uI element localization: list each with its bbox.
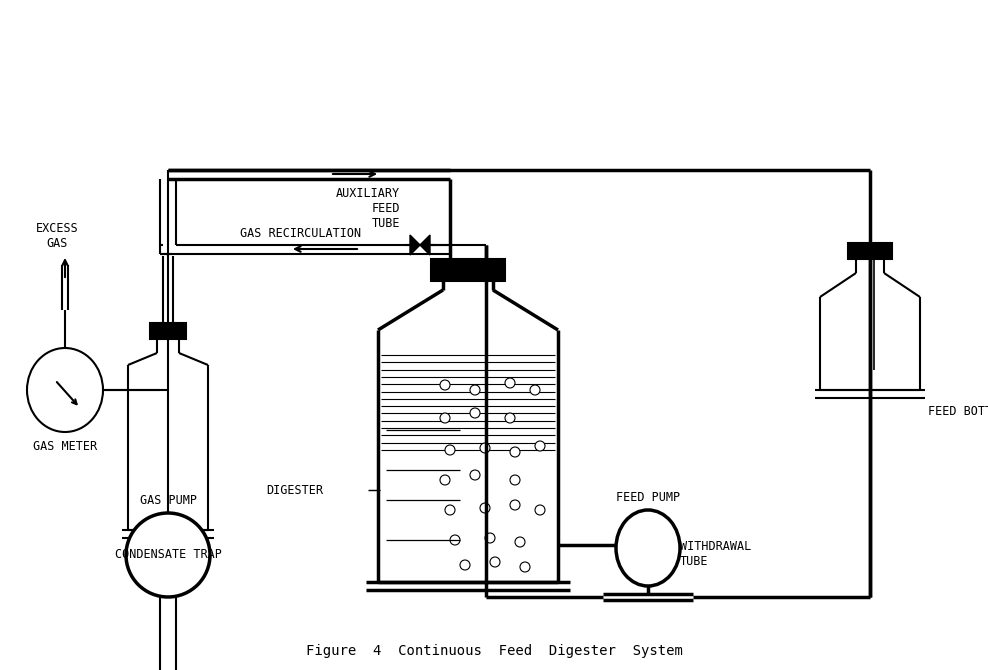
Bar bbox=[848, 243, 892, 259]
Text: AUXILIARY
FEED
TUBE: AUXILIARY FEED TUBE bbox=[336, 187, 400, 230]
Text: GAS PUMP: GAS PUMP bbox=[139, 494, 197, 507]
Polygon shape bbox=[410, 235, 420, 255]
Text: FEED BOTTLE: FEED BOTTLE bbox=[928, 405, 988, 418]
Text: DIGESTER: DIGESTER bbox=[266, 484, 323, 496]
Text: CONDENSATE TRAP: CONDENSATE TRAP bbox=[115, 548, 221, 561]
Circle shape bbox=[535, 505, 545, 515]
Circle shape bbox=[505, 413, 515, 423]
Circle shape bbox=[510, 500, 520, 510]
Circle shape bbox=[460, 560, 470, 570]
Circle shape bbox=[440, 380, 450, 390]
Circle shape bbox=[445, 445, 455, 455]
Bar bbox=[431, 259, 505, 281]
Circle shape bbox=[470, 385, 480, 395]
Circle shape bbox=[515, 537, 525, 547]
Circle shape bbox=[445, 505, 455, 515]
Circle shape bbox=[520, 562, 530, 572]
Circle shape bbox=[485, 533, 495, 543]
Circle shape bbox=[470, 408, 480, 418]
Polygon shape bbox=[620, 535, 630, 555]
Circle shape bbox=[126, 513, 210, 597]
Circle shape bbox=[480, 503, 490, 513]
Circle shape bbox=[450, 535, 460, 545]
Text: GAS RECIRCULATION: GAS RECIRCULATION bbox=[240, 227, 362, 240]
Text: FEED PUMP: FEED PUMP bbox=[616, 491, 680, 504]
Ellipse shape bbox=[616, 510, 680, 586]
Circle shape bbox=[440, 413, 450, 423]
Ellipse shape bbox=[27, 348, 103, 432]
Polygon shape bbox=[420, 235, 430, 255]
Circle shape bbox=[510, 475, 520, 485]
Text: EXCESS
GAS: EXCESS GAS bbox=[36, 222, 78, 250]
Text: WITHDRAWAL
TUBE: WITHDRAWAL TUBE bbox=[680, 540, 751, 568]
Circle shape bbox=[480, 443, 490, 453]
Circle shape bbox=[440, 475, 450, 485]
Text: Figure  4  Continuous  Feed  Digester  System: Figure 4 Continuous Feed Digester System bbox=[305, 644, 683, 658]
Text: GAS METER: GAS METER bbox=[33, 440, 97, 453]
Circle shape bbox=[470, 470, 480, 480]
Circle shape bbox=[510, 447, 520, 457]
Bar bbox=[150, 323, 186, 339]
Circle shape bbox=[530, 385, 540, 395]
Circle shape bbox=[535, 441, 545, 451]
Polygon shape bbox=[630, 535, 640, 555]
Circle shape bbox=[505, 378, 515, 388]
Circle shape bbox=[490, 557, 500, 567]
